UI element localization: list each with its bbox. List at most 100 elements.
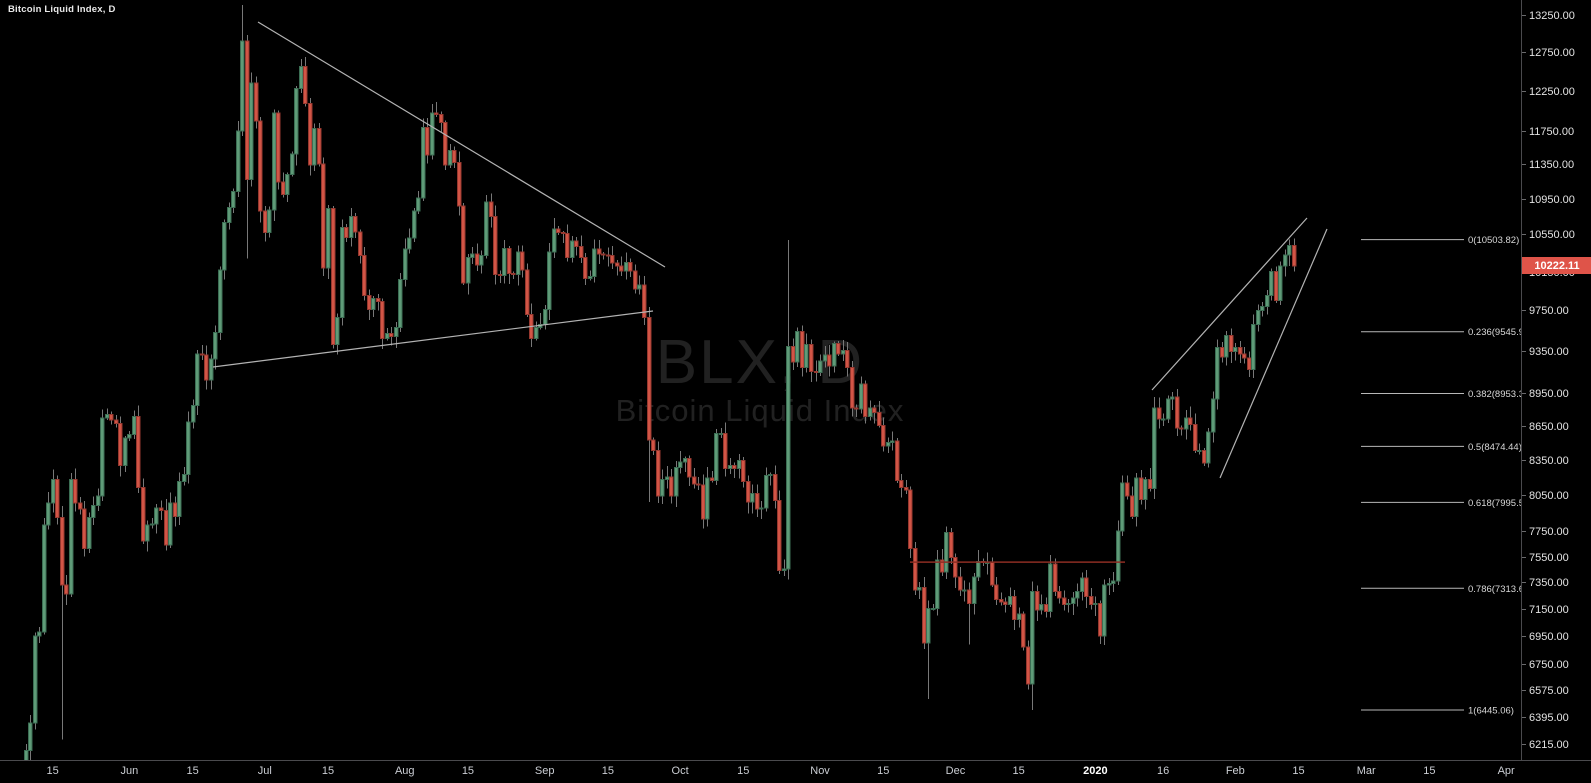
candle-down	[606, 254, 611, 257]
price-tick-dash	[1522, 494, 1526, 496]
candle-up	[962, 589, 967, 592]
candle-down	[109, 413, 114, 421]
candle-up	[123, 437, 128, 466]
candle-down	[877, 411, 882, 427]
candle-up	[1287, 245, 1292, 256]
trendline-wedge-upper[interactable]	[1151, 217, 1308, 391]
fib-level-label: 0.236(9545.95)	[1468, 327, 1521, 338]
time-axis[interactable]: 15 Jun 15 Jul 15 Aug 15 Sep 15 Oct 15 Nov 15 Dec 15 202…	[0, 760, 1591, 783]
candle-up	[660, 478, 665, 497]
candle-down	[1202, 449, 1207, 464]
candle-up	[534, 326, 539, 339]
candle-down	[498, 274, 503, 277]
price-axis[interactable]: 10222.11 13250.00 12750.00 12250.00 11750.0…	[1521, 0, 1591, 760]
trendline-wedge-lower[interactable]	[1219, 228, 1328, 479]
time-tick-label: 2020	[1083, 765, 1108, 777]
candle-down	[1012, 596, 1017, 621]
candle-up	[1008, 596, 1013, 606]
candle-down	[1021, 613, 1026, 648]
price-tick-label: 11750.00	[1529, 125, 1575, 138]
candle-down	[1193, 423, 1198, 451]
candle-down	[520, 251, 525, 271]
candle-up	[624, 261, 629, 272]
candle-up	[394, 326, 399, 337]
candle-down	[579, 245, 584, 259]
candle-down	[344, 226, 349, 238]
chart-pane[interactable]: BLX, D Bitcoin Liquid Index 0(10503.82) 0…	[0, 0, 1521, 760]
candle-down	[696, 483, 701, 486]
price-tick-label: 8950.00	[1529, 387, 1569, 400]
candle-up	[145, 524, 150, 542]
price-tick: 12250.00	[1522, 86, 1591, 98]
candle-up	[1161, 418, 1166, 421]
candle-down	[1188, 417, 1193, 425]
candle-up	[985, 562, 990, 565]
time-tick-label: 15	[321, 765, 335, 777]
candle-up	[516, 251, 521, 276]
price-tick-dash	[1522, 744, 1526, 745]
candle-up	[430, 112, 435, 156]
candle-down	[1089, 596, 1094, 606]
candle-up	[42, 524, 47, 633]
candle-down	[615, 262, 620, 267]
candle-down	[525, 269, 530, 315]
trendline-triangle-upper[interactable]	[257, 21, 666, 268]
candle-up	[1066, 602, 1071, 606]
price-tick-dash	[1522, 52, 1526, 54]
price-tick-dash	[1522, 15, 1526, 16]
candle-up	[972, 576, 977, 604]
candle-up	[750, 492, 755, 503]
candle-up	[1215, 347, 1220, 400]
candle-down	[687, 457, 692, 478]
price-tick: 7350.00	[1522, 577, 1591, 589]
price-tick: 11350.00	[1522, 159, 1591, 171]
price-tick: 6950.00	[1522, 631, 1591, 643]
candle-down	[836, 343, 841, 355]
candle-down	[1274, 271, 1279, 302]
candle-up	[416, 197, 421, 212]
symbol-legend[interactable]: Bitcoin Liquid Index, D	[8, 4, 116, 15]
candle-up	[935, 559, 940, 610]
candle-down	[452, 150, 457, 164]
price-tick: 10550.00	[1522, 229, 1591, 241]
candle-up	[1166, 398, 1171, 420]
candle-up	[890, 440, 895, 443]
candle-down	[258, 120, 263, 212]
candle-up	[290, 153, 295, 175]
time-tick-label: 15	[1012, 765, 1025, 777]
candle-up	[1120, 482, 1125, 532]
price-tick-label: 6395.00	[1529, 711, 1569, 724]
candle-down	[1062, 597, 1067, 606]
candle-down	[358, 231, 363, 257]
candle-down	[303, 66, 308, 104]
candle-down	[1179, 427, 1184, 430]
candle-up	[213, 331, 218, 360]
price-tick-dash	[1522, 234, 1526, 236]
candle-down	[1242, 353, 1247, 359]
price-tick-label: 6215.00	[1529, 739, 1569, 751]
price-tick-dash	[1522, 609, 1526, 611]
candle-down	[1157, 407, 1162, 420]
candle-up	[186, 421, 191, 476]
candle-up	[1233, 347, 1238, 353]
trendline-triangle-lower[interactable]	[212, 310, 654, 368]
candle-up	[195, 353, 200, 407]
candle-down	[597, 248, 602, 255]
price-tick-dash	[1522, 164, 1526, 166]
price-tick-label: 9750.00	[1529, 305, 1569, 318]
candle-up	[249, 82, 254, 181]
candle-down	[1292, 245, 1297, 267]
candle-up	[371, 298, 376, 310]
candle-down	[872, 407, 877, 413]
candle-down	[574, 240, 579, 247]
candle-up	[182, 474, 187, 483]
price-tick-dash	[1522, 198, 1526, 200]
candle-down	[949, 531, 954, 559]
candle-up	[150, 523, 155, 526]
price-tick-label: 7750.00	[1529, 526, 1569, 539]
candle-down	[443, 122, 448, 166]
price-tick: 7150.00	[1522, 604, 1591, 616]
candle-up	[191, 405, 196, 423]
candle-up	[1107, 582, 1112, 586]
candle-down	[507, 247, 512, 275]
